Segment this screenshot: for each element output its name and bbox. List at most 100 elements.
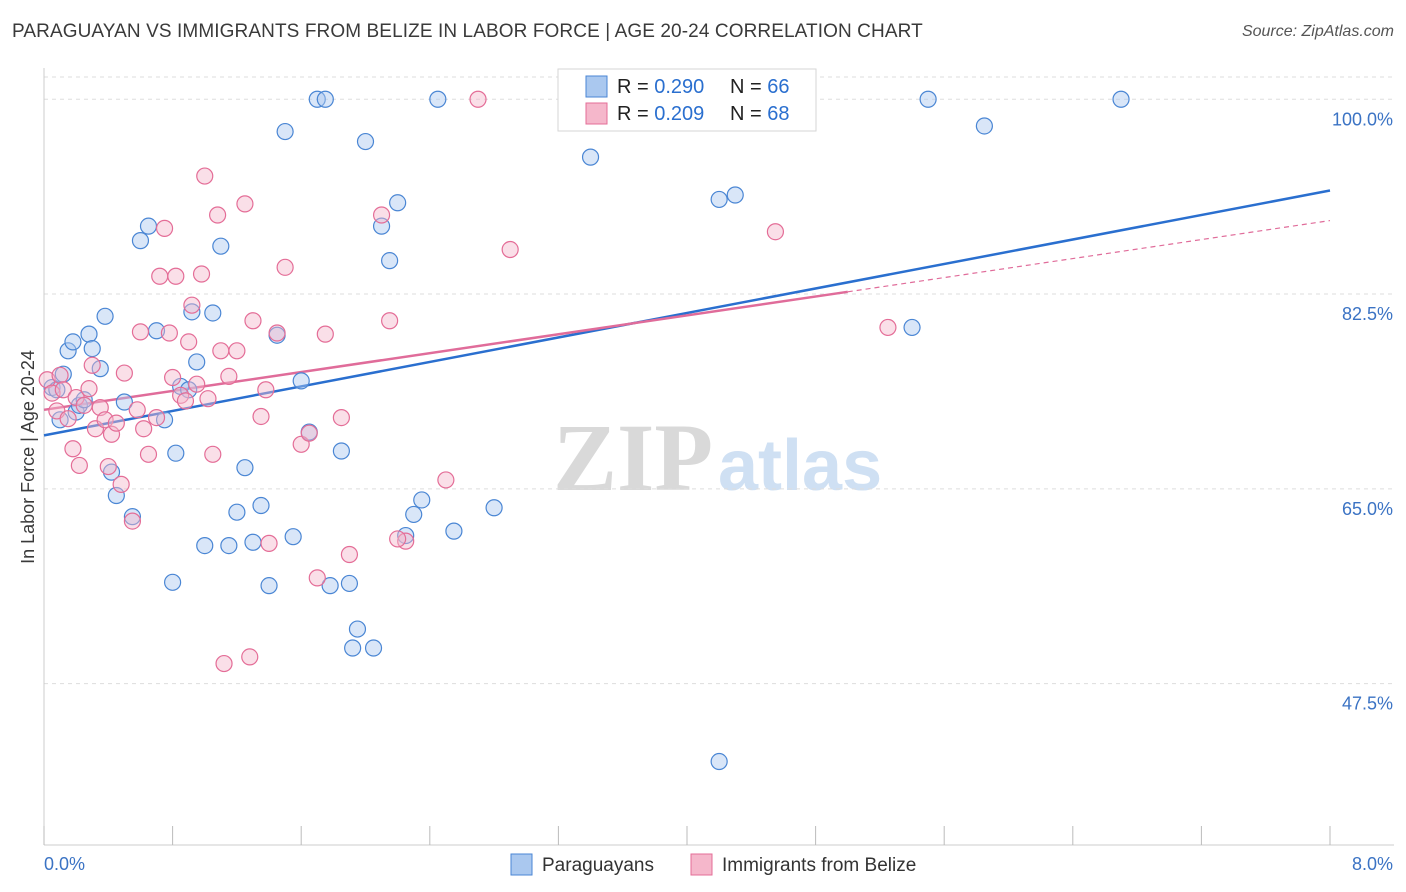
point-paraguayans (59, 342, 77, 360)
point-paraguayans (260, 577, 278, 595)
point-belize (879, 318, 897, 337)
point-belize (215, 654, 233, 673)
trend-extension-belize (847, 219, 1331, 293)
point-belize (204, 445, 222, 463)
legend-swatch-belize (585, 102, 608, 125)
point-paraguayans (107, 486, 125, 505)
point-belize (244, 312, 262, 330)
x-tick-label-max: 8.0% (1352, 854, 1393, 874)
point-belize (64, 440, 82, 458)
point-paraguayans (139, 217, 158, 235)
point-paraguayans (188, 353, 206, 371)
point-paraguayans (228, 503, 246, 521)
point-belize (241, 648, 259, 666)
point-paraguayans (96, 307, 114, 325)
trend-line-belize (43, 290, 848, 412)
point-paraguayans (364, 639, 383, 657)
point-paraguayans (64, 333, 82, 351)
point-belize (139, 445, 158, 463)
point-paraguayans (316, 90, 334, 108)
point-belize (228, 342, 246, 360)
point-belize (176, 392, 195, 410)
point-belize (260, 534, 278, 552)
point-paraguayans (321, 577, 339, 595)
point-paraguayans (710, 752, 728, 771)
point-paraguayans (204, 304, 222, 322)
point-paraguayans (332, 442, 350, 460)
svg-text:R = 0.209: R = 0.209 (617, 103, 704, 125)
point-belize (180, 333, 198, 351)
legend-top: R = 0.290 N = 66 R = 0.209 N = 68 (557, 68, 817, 132)
point-belize (172, 386, 190, 404)
point-paraguayans (429, 90, 447, 108)
point-belize (96, 411, 114, 429)
point-belize (252, 407, 270, 426)
point-paraguayans (581, 148, 600, 166)
point-paraguayans (115, 393, 133, 411)
point-belize (43, 384, 61, 402)
legend-bottom: Paraguayans Immigrants from Belize (510, 853, 916, 876)
svg-text:N = 68: N = 68 (730, 103, 790, 125)
point-belize (372, 206, 391, 224)
point-belize (54, 381, 72, 399)
point-belize (147, 408, 166, 427)
legend-n-value-1: 66 (767, 76, 789, 98)
point-paraguayans (344, 639, 362, 657)
point-belize (268, 324, 286, 342)
point-belize (199, 390, 217, 408)
point-belize (220, 367, 238, 386)
point-belize (332, 408, 350, 427)
source-label: Source: ZipAtlas.com (1241, 23, 1394, 40)
point-belize (115, 364, 133, 382)
point-belize (164, 368, 182, 387)
legend-bottom-label-paraguayans: Paraguayans (542, 855, 654, 876)
chart-title: PARAGUAYAN VS IMMIGRANTS FROM BELIZE IN … (12, 21, 923, 42)
point-paraguayans (405, 505, 423, 524)
point-belize (107, 414, 125, 432)
point-paraguayans (919, 90, 937, 108)
legend-swatch-paraguayans (585, 75, 608, 98)
y-axis-label: In Labor Force | Age 20-24 (18, 350, 38, 564)
point-belize (75, 396, 93, 414)
point-paraguayans (183, 303, 201, 321)
point-belize (469, 90, 487, 108)
legend-bottom-label-belize: Immigrants from Belize (722, 855, 916, 876)
point-belize (155, 219, 174, 237)
point-belize (183, 296, 201, 314)
point-belize (381, 312, 399, 330)
point-belize (83, 356, 101, 374)
point-paraguayans (167, 444, 185, 462)
y-tick-label: 82.5% (1342, 304, 1393, 324)
point-paraguayans (710, 190, 728, 209)
y-tick-label: 100.0% (1332, 109, 1393, 129)
point-paraguayans (356, 132, 375, 151)
point-paraguayans (292, 372, 310, 390)
point-belize (389, 530, 407, 548)
legend-bottom-swatch-paraguayans (510, 853, 533, 876)
point-paraguayans (726, 186, 744, 204)
point-paraguayans (244, 533, 262, 551)
svg-text:N = 66: N = 66 (730, 76, 790, 98)
y-tick-label: 65.0% (1342, 499, 1393, 519)
legend-r-value-2: 0.209 (654, 103, 704, 125)
point-belize (196, 167, 214, 185)
point-belize (300, 424, 318, 442)
point-paraguayans (80, 325, 98, 343)
point-belize (501, 240, 519, 259)
legend-r-label-2: R = (617, 103, 654, 125)
point-paraguayans (445, 522, 463, 540)
legend-n-label-1: N = (730, 76, 767, 98)
point-belize (123, 512, 142, 530)
point-paraguayans (220, 536, 238, 555)
point-paraguayans (903, 318, 921, 337)
point-paraguayans (212, 237, 230, 255)
point-paraguayans (164, 573, 182, 591)
point-paraguayans (102, 463, 121, 481)
point-paraguayans (413, 491, 431, 509)
point-belize (80, 380, 98, 398)
legend-n-value-2: 68 (767, 103, 789, 125)
point-belize (135, 420, 153, 438)
point-paraguayans (340, 574, 359, 593)
point-paraguayans (123, 508, 142, 526)
point-belize (192, 265, 211, 283)
